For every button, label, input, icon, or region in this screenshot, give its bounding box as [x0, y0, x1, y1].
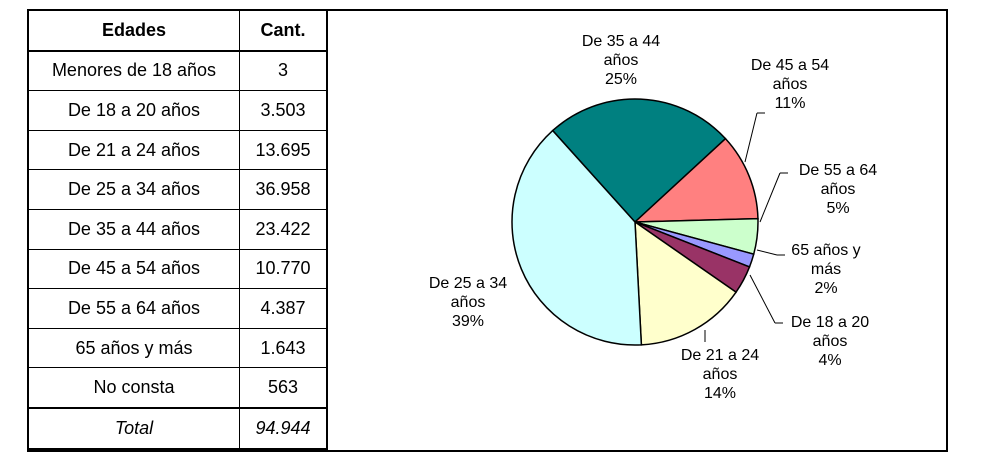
leader-line: [749, 274, 783, 324]
count-cell: 1.643: [239, 327, 328, 369]
table-row: De 45 a 54 años 10.770: [27, 248, 328, 290]
slice-label: De 25 a 34: [429, 275, 507, 292]
header-edades: Edades: [27, 9, 240, 52]
table-row: De 35 a 44 años 23.422: [27, 208, 328, 250]
slice-label: 39%: [452, 313, 484, 330]
header-cant: Cant.: [239, 9, 328, 52]
count-cell: 10.770: [239, 248, 328, 290]
slice-label: 2%: [814, 280, 837, 297]
count-cell: 13.695: [239, 129, 328, 171]
slice-label: De 55 a 64: [799, 162, 877, 179]
total-label: Total: [27, 406, 240, 450]
total-row: Total 94.944: [27, 406, 328, 450]
slice-label: más: [811, 261, 841, 278]
age-range-cell: Menores de 18 años: [27, 50, 240, 92]
slice-label: 4%: [818, 352, 841, 369]
slice-label: 14%: [704, 385, 736, 402]
table-row: Menores de 18 años 3: [27, 50, 328, 92]
age-range-cell: De 25 a 34 años: [27, 169, 240, 210]
table-row: De 25 a 34 años 36.958: [27, 169, 328, 210]
slice-label: 25%: [605, 71, 637, 88]
leader-line: [756, 249, 785, 256]
slice-label: 65 años y: [791, 242, 860, 259]
slice-label: años: [773, 76, 808, 93]
total-value: 94.944: [239, 406, 328, 450]
pie-slice: [551, 98, 727, 224]
age-range-cell: De 35 a 44 años: [27, 208, 240, 250]
table-row: De 55 a 64 años 4.387: [27, 288, 328, 329]
leader-line: [744, 112, 765, 163]
slice-label: años: [451, 294, 486, 311]
pie-slice: [634, 220, 738, 346]
slice-label: De 21 a 24: [681, 347, 759, 364]
leader-line: [759, 172, 788, 223]
slice-label: años: [604, 52, 639, 69]
count-cell: 563: [239, 367, 328, 409]
count-cell: 3: [239, 50, 328, 92]
slice-label: años: [703, 366, 738, 383]
age-range-cell: De 21 a 24 años: [27, 129, 240, 171]
slice-label: De 35 a 44: [582, 33, 660, 50]
count-cell: 36.958: [239, 169, 328, 210]
slice-label: años: [813, 333, 848, 350]
count-cell: 3.503: [239, 90, 328, 131]
slice-label: 5%: [826, 200, 849, 217]
age-range-cell: No consta: [27, 367, 240, 409]
table-row: No consta 563: [27, 367, 328, 409]
slice-label: De 18 a 20: [791, 314, 869, 331]
slice-label: 11%: [775, 95, 806, 112]
table-header: Edades Cant.: [27, 9, 328, 52]
pie-slice: [511, 129, 643, 346]
table-row: De 21 a 24 años 13.695: [27, 129, 328, 171]
age-range-cell: De 55 a 64 años: [27, 288, 240, 329]
age-range-cell: De 45 a 54 años: [27, 248, 240, 290]
slice-label: años: [821, 181, 856, 198]
age-table: Edades Cant. Menores de 18 años 3 De 18 a …: [27, 9, 328, 450]
slice-label: De 45 a 54: [751, 57, 829, 74]
pie-slice: [633, 137, 759, 223]
